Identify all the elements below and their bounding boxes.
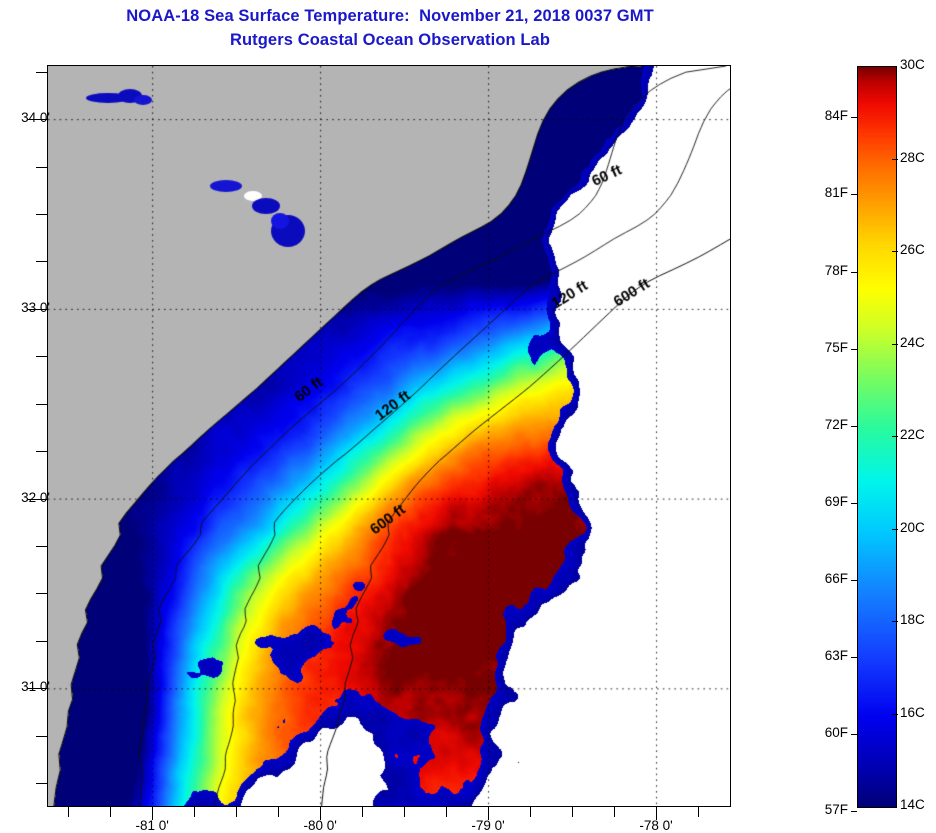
y-axis-minor-tick <box>36 546 47 548</box>
colorbar-fahrenheit-label: 84F <box>824 108 848 124</box>
colorbar-celsius-tick <box>892 158 898 160</box>
x-axis-major-tick <box>656 806 658 820</box>
colorbar-celsius-label: 22C <box>900 427 925 442</box>
x-axis-label: -80 0' <box>303 818 337 833</box>
colorbar-fahrenheit-tick <box>851 348 857 350</box>
x-axis-minor-tick <box>614 806 616 817</box>
y-axis-minor-tick <box>36 783 47 785</box>
x-axis-major-tick <box>488 806 490 820</box>
colorbar-fahrenheit-tick <box>851 734 857 736</box>
colorbar-fahrenheit-tick <box>851 656 857 658</box>
x-axis-minor-tick <box>278 806 280 817</box>
page-title: NOAA-18 Sea Surface Temperature: Novembe… <box>0 4 780 52</box>
x-axis-minor-tick <box>236 806 238 817</box>
y-axis-minor-tick <box>36 640 47 642</box>
colorbar-celsius-tick <box>892 528 898 530</box>
title-line-primary: NOAA-18 Sea Surface Temperature: Novembe… <box>126 7 654 25</box>
colorbar-fahrenheit-tick <box>851 425 857 427</box>
colorbar-celsius-label: 26C <box>900 242 925 257</box>
y-axis-label: 33 0' <box>21 299 50 315</box>
y-axis-minor-tick <box>36 166 47 168</box>
colorbar-celsius-tick <box>892 436 898 437</box>
x-axis-minor-tick <box>110 806 112 817</box>
colorbar-fahrenheit-tick <box>851 117 857 119</box>
y-axis-minor-tick <box>36 593 47 595</box>
y-axis-major-tick <box>28 498 47 500</box>
y-axis-minor-tick <box>36 261 47 263</box>
x-axis-label: -78 0' <box>639 818 673 833</box>
x-axis-major-tick <box>320 806 322 820</box>
x-axis-minor-tick <box>362 806 364 817</box>
colorbar-celsius-tick <box>892 251 898 252</box>
x-axis-minor-tick <box>572 806 574 817</box>
y-axis-label: 31 0' <box>21 679 50 695</box>
x-axis-minor-tick <box>446 806 448 817</box>
colorbar-fahrenheit-label: 57F <box>824 802 848 818</box>
title-line-secondary: Rutgers Coastal Ocean Observation Lab <box>229 31 551 49</box>
colorbar-fahrenheit-tick <box>851 271 857 273</box>
x-axis-minor-tick <box>404 806 406 817</box>
colorbar-celsius-label: 18C <box>900 612 925 627</box>
sst-map-plot-area[interactable] <box>47 65 731 807</box>
colorbar-celsius-tick <box>892 713 898 715</box>
y-axis-minor-tick <box>36 71 47 73</box>
y-axis-minor-tick <box>36 451 47 453</box>
y-axis-major-tick <box>28 308 47 310</box>
x-axis-minor-tick <box>68 806 70 817</box>
colorbar-fahrenheit-label: 63F <box>824 647 848 663</box>
colorbar-fahrenheit-tick <box>851 502 857 504</box>
x-axis-major-tick <box>152 806 154 820</box>
colorbar-fahrenheit-label: 60F <box>824 725 848 741</box>
colorbar-gradient <box>857 66 897 808</box>
colorbar-fahrenheit-tick <box>851 194 857 196</box>
y-axis-major-tick <box>28 688 47 690</box>
colorbar-fahrenheit-label: 81F <box>824 185 848 201</box>
colorbar <box>857 66 897 808</box>
colorbar-fahrenheit-label: 66F <box>824 570 848 586</box>
y-axis-label: 34 0' <box>21 110 50 126</box>
sst-raster-canvas <box>48 66 730 806</box>
x-axis-minor-tick <box>530 806 532 817</box>
y-axis-minor-tick <box>36 403 47 405</box>
colorbar-celsius-tick <box>892 621 898 622</box>
colorbar-fahrenheit-tick <box>851 811 857 813</box>
colorbar-fahrenheit-label: 69F <box>824 493 848 509</box>
colorbar-fahrenheit-label: 72F <box>824 416 848 432</box>
y-axis-minor-tick <box>36 214 47 215</box>
x-axis-label: -79 0' <box>471 818 505 833</box>
x-axis-minor-tick <box>194 806 196 817</box>
colorbar-celsius-tick <box>892 343 898 345</box>
x-axis-label: -81 0' <box>135 818 169 833</box>
y-axis-minor-tick <box>36 356 47 358</box>
colorbar-celsius-label: 28C <box>900 149 925 165</box>
colorbar-celsius-label: 24C <box>900 334 925 350</box>
colorbar-fahrenheit-label: 75F <box>824 339 848 355</box>
colorbar-fahrenheit-tick <box>851 579 857 581</box>
y-axis-minor-tick <box>36 735 47 737</box>
y-axis-major-tick <box>28 119 47 121</box>
colorbar-fahrenheit-label: 78F <box>824 262 848 278</box>
colorbar-celsius-label: 14C <box>900 797 925 812</box>
colorbar-celsius-label: 20C <box>900 519 925 535</box>
y-axis-label: 32 0' <box>21 489 50 505</box>
colorbar-celsius-label: 30C <box>900 57 925 72</box>
x-axis-minor-tick <box>698 806 700 817</box>
colorbar-celsius-label: 16C <box>900 704 925 720</box>
